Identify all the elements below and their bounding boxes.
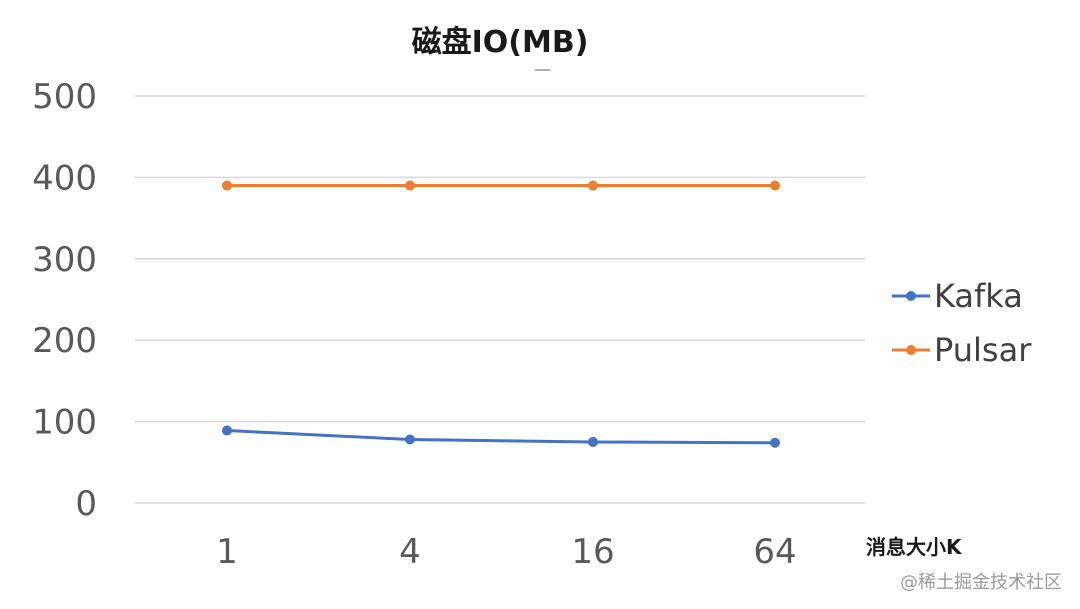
y-tick-label: 300 (32, 240, 97, 280)
legend-label-kafka: Kafka (934, 277, 1023, 315)
x-axis-label: 消息大小K (866, 535, 963, 559)
chart-title: 磁盘IO(MB) (412, 25, 589, 60)
pulsar-point (770, 180, 780, 191)
pulsar-point (588, 180, 598, 191)
x-axis-ticks: 1 4 16 64 (216, 532, 796, 572)
legend-marker-pulsar (906, 345, 916, 355)
kafka-point (588, 436, 598, 447)
kafka-point (770, 437, 780, 448)
watermark: @稀土掘金技术社区 (900, 572, 1062, 593)
kafka-point (405, 434, 415, 445)
series-lines (222, 180, 780, 448)
x-tick-label: 64 (753, 532, 796, 572)
x-tick-label: 4 (399, 532, 421, 572)
gridlines (135, 95, 865, 504)
kafka-series-line (226, 429, 776, 445)
y-tick-label: 500 (32, 77, 97, 117)
pulsar-point (405, 180, 415, 191)
y-axis-ticks: 0 100 200 300 400 500 (32, 77, 97, 524)
pulsar-point (222, 180, 232, 191)
y-tick-label: 100 (32, 403, 97, 443)
legend-label-pulsar: Pulsar (934, 331, 1032, 369)
y-tick-label: 200 (32, 321, 97, 361)
kafka-point (222, 425, 232, 436)
x-tick-label: 1 (216, 532, 238, 572)
y-tick-label: 0 (75, 484, 97, 524)
x-tick-label: 16 (571, 532, 614, 572)
legend-marker-kafka (906, 291, 916, 301)
y-tick-label: 400 (32, 158, 97, 198)
legend: Kafka Pulsar (892, 277, 1032, 369)
